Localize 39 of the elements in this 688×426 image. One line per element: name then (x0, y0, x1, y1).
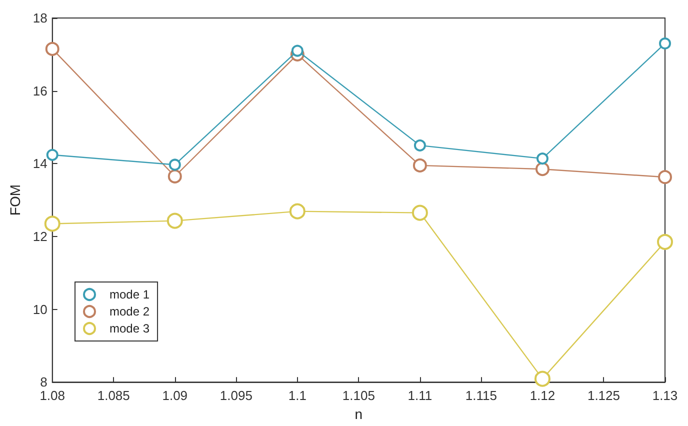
x-tick-label: 1.125 (587, 388, 620, 404)
x-tick-label: 1.11 (408, 388, 432, 404)
x-tick-label: 1.1 (288, 388, 306, 404)
y-axis-title: FOM (7, 184, 23, 216)
point (658, 170, 672, 184)
point (412, 204, 428, 221)
point (412, 158, 427, 172)
legend-label: mode 2 (110, 304, 150, 318)
point (414, 139, 426, 152)
y-tick-label: 10 (32, 302, 48, 317)
y-tick-label: 16 (32, 83, 48, 98)
point (291, 44, 304, 57)
point (46, 148, 58, 161)
x-tick-label: 1.115 (465, 388, 497, 404)
y-tick-label: 12 (32, 228, 48, 244)
y-tick-label: 14 (32, 156, 48, 172)
legend-label: mode 3 (110, 322, 150, 336)
point (535, 162, 550, 176)
point (166, 212, 183, 229)
point (659, 37, 671, 50)
x-tick-label: 1.08 (40, 388, 66, 404)
x-tick-label: 1.09 (162, 388, 188, 404)
y-tick-label: 8 (40, 374, 48, 390)
x-axis-title: n (354, 406, 363, 422)
point (168, 169, 182, 184)
point (657, 234, 673, 250)
x-tick-label: 1.095 (220, 388, 252, 404)
y-tick-label: 18 (32, 10, 48, 26)
x-tick-label: 1.13 (652, 388, 678, 404)
x-tick-label: 1.085 (97, 388, 130, 404)
point (534, 370, 550, 387)
legend-label: mode 1 (110, 288, 150, 302)
point (45, 42, 60, 56)
x-tick-label: 1.105 (342, 388, 375, 404)
point (289, 203, 306, 220)
point (168, 158, 181, 171)
point (44, 216, 60, 232)
x-tick-label: 1.12 (530, 388, 556, 404)
point (536, 152, 548, 165)
